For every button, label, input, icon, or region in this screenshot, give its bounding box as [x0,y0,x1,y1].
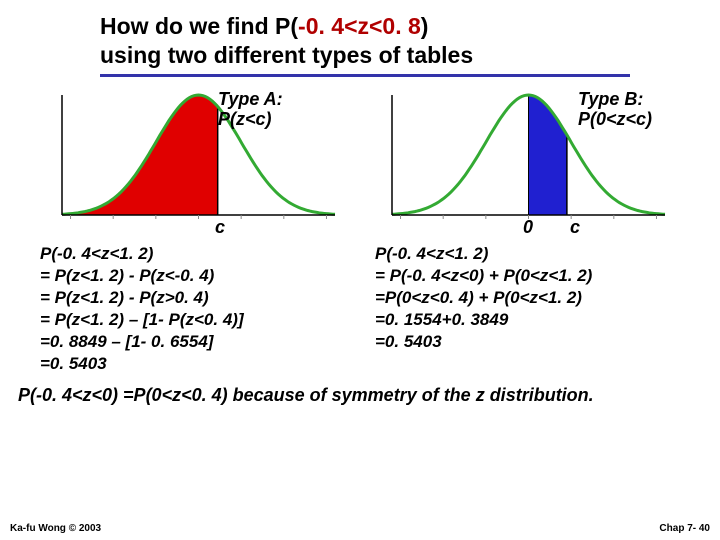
chart-a-svg [40,87,350,237]
chart-b-c-label: c [570,217,580,238]
calc-line: =P(0<z<0. 4) + P(0<z<1. 2) [375,287,690,309]
calc-a: P(-0. 4<z<1. 2)= P(z<1. 2) - P(z<-0. 4)=… [40,243,355,376]
footer-left: Ka-fu Wong © 2003 [10,523,101,534]
chart-a-col: Type A: P(z<c) c [40,87,350,237]
calc-line: P(-0. 4<z<1. 2) [375,243,690,265]
chart-b-label-1: Type B: [578,89,643,109]
chart-b-zero-label: 0 [523,217,533,238]
bottom-note: P(-0. 4<z<0) =P(0<z<0. 4) because of sym… [0,375,720,406]
title-prefix: How do we find P( [100,13,298,39]
calcs-row: P(-0. 4<z<1. 2)= P(z<1. 2) - P(z<-0. 4)=… [0,237,720,376]
chart-b-label: Type B: P(0<z<c) [578,89,652,130]
calc-line: = P(z<1. 2) - P(z<-0. 4) [40,265,355,287]
title-highlight: -0. 4<z<0. 8 [298,13,421,39]
footer: Ka-fu Wong © 2003 Chap 7- 40 [10,523,710,534]
slide-title: How do we find P(-0. 4<z<0. 8)using two … [100,12,700,70]
chart-a-label-1: Type A: [218,89,283,109]
calc-line: = P(-0. 4<z<0) + P(0<z<1. 2) [375,265,690,287]
calc-b: P(-0. 4<z<1. 2)= P(-0. 4<z<0) + P(0<z<1.… [375,243,690,376]
chart-a-c-label: c [215,217,225,238]
chart-a-label: Type A: P(z<c) [218,89,283,130]
calc-line: P(-0. 4<z<1. 2) [40,243,355,265]
charts-row: Type A: P(z<c) c Type B: P(0<z<c) 0 c [0,87,720,237]
calc-line: =0. 5403 [40,353,355,375]
calc-line: =0. 5403 [375,331,690,353]
slide-title-wrap: How do we find P(-0. 4<z<0. 8)using two … [0,0,720,70]
chart-a-label-2: P(z<c) [218,109,272,129]
calc-line: = P(z<1. 2) - P(z>0. 4) [40,287,355,309]
calc-line: =0. 8849 – [1- 0. 6554] [40,331,355,353]
calc-line: =0. 1554+0. 3849 [375,309,690,331]
chart-b-label-2: P(0<z<c) [578,109,652,129]
title-underline [100,74,630,77]
footer-right: Chap 7- 40 [659,523,710,534]
calc-line: = P(z<1. 2) – [1- P(z<0. 4)] [40,309,355,331]
chart-b-col: Type B: P(0<z<c) 0 c [370,87,680,237]
